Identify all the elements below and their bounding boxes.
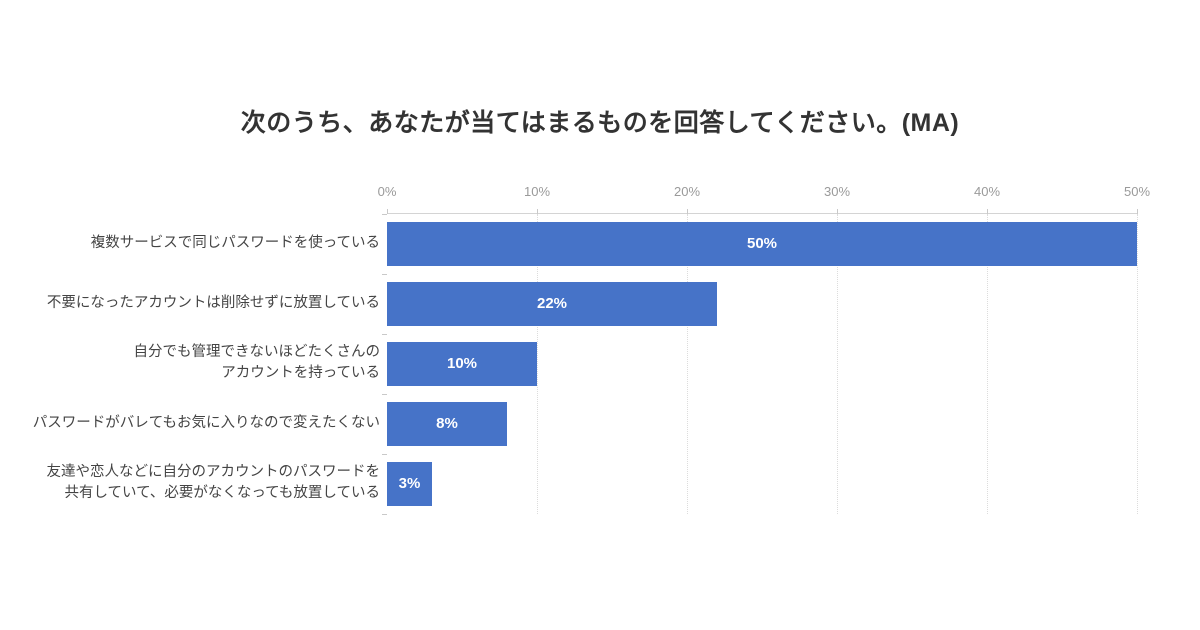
gridline-20% [687,214,688,514]
category-label-line: アカウントを持っている [221,365,380,381]
y-tick-mark [382,334,387,335]
x-tick-mark-50% [1137,209,1138,214]
y-tick-mark [382,454,387,455]
category-label-5: 友達や恋人などに自分のアカウントのパスワードを共有していて、必要がなくなっても放… [20,453,381,513]
bar-value-label: 10% [446,355,478,372]
gridline-40% [987,214,988,514]
x-tick-mark-10% [537,209,538,214]
x-tick-mark-40% [987,209,988,214]
bar-4: 8% [387,402,507,446]
bar-value-label: 22% [536,295,568,312]
x-tick-label: 40% [973,184,1001,199]
category-label-2: 不要になったアカウントは削除せずに放置している [20,273,380,333]
x-tick-label: 30% [823,184,851,199]
gridline-30% [837,214,838,514]
y-tick-mark [382,514,387,515]
bar-value-label: 3% [398,475,421,492]
bar-2: 22% [387,282,717,326]
category-label-line: 友達や恋人などに自分のアカウントのパスワードを [46,464,381,480]
plot-area: 0% 10% 20% 30% 40% 50% 50% 22% 10% 8% 3% [378,184,1150,515]
x-tick-mark-0% [387,209,388,214]
category-label-line: パスワードがバレてもお気に入りなので変えたくない [32,414,380,431]
bar-1: 50% [387,222,1137,266]
bar-5: 3% [387,462,432,506]
y-tick-mark [382,214,387,215]
category-label-1: 複数サービスで同じパスワードを使っている [20,213,380,273]
category-axis: 複数サービスで同じパスワードを使っている不要になったアカウントは削除せずに放置し… [20,213,380,513]
x-tick-label: 20% [673,184,701,199]
x-tick-mark-30% [837,209,838,214]
category-label-line: 不要になったアカウントは削除せずに放置している [46,294,380,311]
category-label-line: 複数サービスで同じパスワードを使っている [90,234,380,251]
bar-3: 10% [387,342,537,386]
category-label-line: 共有していて、必要がなくなっても放置している [64,485,380,501]
y-tick-mark [382,274,387,275]
x-tick-label: 0% [377,184,397,199]
gridline-10% [537,214,538,514]
category-label-line: 自分でも管理できないほどたくさんの [133,344,381,360]
bar-value-label: 50% [746,235,778,252]
chart-title: 次のうち、あなたが当てはまるものを回答してください。(MA) [240,109,960,137]
x-tick-label: 10% [523,184,551,199]
x-tick-label: 50% [1123,184,1151,199]
x-tick-mark-20% [687,209,688,214]
category-label-3: 自分でも管理できないほどたくさんのアカウントを持っている [20,333,381,393]
category-label-4: パスワードがバレてもお気に入りなので変えたくない [20,393,380,453]
bar-value-label: 8% [436,415,458,432]
y-tick-mark [382,394,387,395]
gridline-50% [1137,214,1138,514]
